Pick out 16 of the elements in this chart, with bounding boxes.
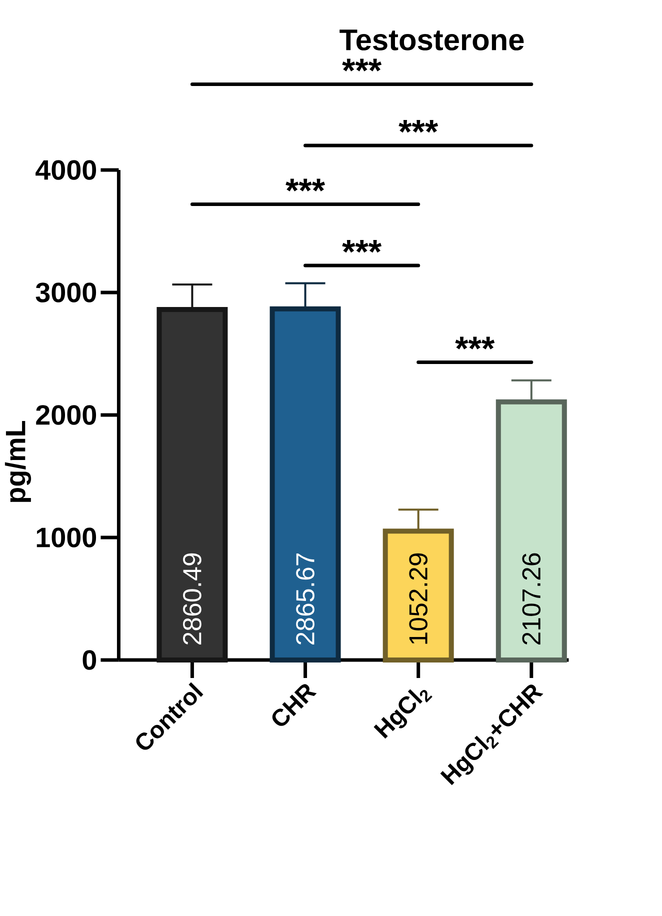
y-tick-label: 3000: [36, 282, 96, 302]
text: ***: [398, 120, 438, 133]
y-tick-label: 4000: [36, 160, 96, 180]
data-label: 1052.29: [409, 553, 428, 644]
data-label: 2107.26: [522, 553, 541, 644]
chart-title: Testosterone: [340, 30, 524, 50]
y-tick-label: 2000: [36, 405, 96, 425]
y-tick-label: 0: [82, 650, 96, 670]
annotation: ***: [286, 178, 326, 192]
data-label: 2865.67: [296, 553, 314, 644]
data-label: 2860.49: [183, 553, 202, 644]
y-axis-title: pg/mL: [4, 421, 32, 502]
text: ***: [342, 58, 382, 72]
annotation: ***: [342, 240, 382, 253]
y-tick-label: 1000: [36, 528, 96, 548]
annotation: ***: [455, 336, 495, 350]
